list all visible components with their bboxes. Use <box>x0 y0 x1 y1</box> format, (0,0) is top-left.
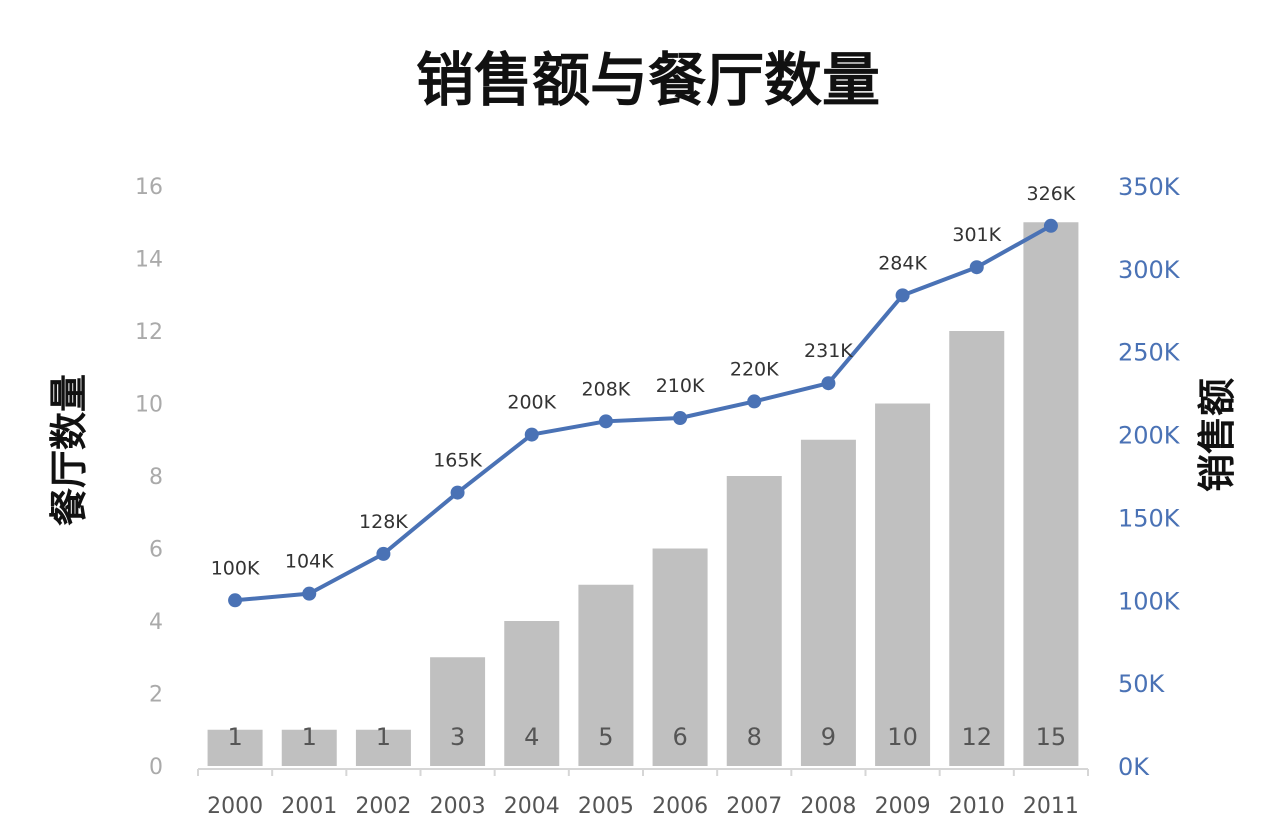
line-value-label: 100K <box>211 557 260 579</box>
y-left-tick-label: 6 <box>149 538 163 563</box>
bar <box>430 657 486 766</box>
bar <box>504 621 560 766</box>
x-tick-label: 2003 <box>430 794 486 819</box>
line-point <box>524 427 539 442</box>
line-value-label: 231K <box>804 340 853 362</box>
y-left-tick-label: 14 <box>135 248 163 273</box>
bar-value-label: 3 <box>450 723 465 751</box>
bar-value-label: 4 <box>524 723 539 751</box>
x-tick-label: 2004 <box>504 794 560 819</box>
line-value-label: 165K <box>433 450 482 472</box>
y-right-tick-label: 200K <box>1118 422 1181 450</box>
y-left-tick-label: 10 <box>135 393 163 418</box>
line-value-label: 200K <box>507 392 556 414</box>
line-series: 100K 104K 128K 165K 200K 208K 210K 220K 231K 284K… <box>211 183 1076 608</box>
line-point <box>969 260 984 275</box>
x-tick-label: 2007 <box>726 794 782 819</box>
sales-line <box>234 224 1052 603</box>
line-value-label: 210K <box>656 375 705 397</box>
bar <box>578 584 634 766</box>
bar-value-label: 10 <box>887 723 918 751</box>
x-axis: 2000 2001 2002 2003 2004 2005 2006 2007 2008 2009… <box>197 768 1089 819</box>
bar <box>949 331 1005 766</box>
line-value-label: 208K <box>582 378 631 400</box>
bar <box>652 548 708 766</box>
line-point <box>673 411 688 425</box>
y-right-tick-label: 150K <box>1118 504 1181 532</box>
line-point <box>228 593 243 608</box>
bar <box>800 439 856 766</box>
y-right-tick-label: 0K <box>1118 753 1150 781</box>
bar <box>875 403 931 766</box>
line-point <box>450 485 465 500</box>
x-tick-label: 2000 <box>207 794 263 819</box>
x-tick-label: 2001 <box>281 794 337 819</box>
bar <box>726 476 782 766</box>
x-tick-label: 2008 <box>800 794 856 819</box>
x-tick-label: 2011 <box>1023 794 1079 819</box>
bar-value-label: 1 <box>227 723 242 751</box>
bar-value-label: 12 <box>961 723 992 751</box>
bar-value-label: 15 <box>1036 723 1067 751</box>
line-point <box>747 394 762 409</box>
line-point <box>895 288 910 303</box>
x-tick-label: 2005 <box>578 794 634 819</box>
y-axis-right-title: 销售额 <box>1195 378 1239 492</box>
y-right-tick-label: 300K <box>1118 256 1181 284</box>
y-right-tick-label: 50K <box>1118 670 1166 698</box>
y-right-tick-label: 100K <box>1118 587 1181 615</box>
y-left-tick-label: 8 <box>149 465 163 490</box>
bar-value-label: 1 <box>302 723 317 751</box>
y-right-tick-label: 250K <box>1118 339 1181 367</box>
line-point <box>302 586 317 601</box>
y-left-tick-label: 0 <box>149 755 163 780</box>
y-left-tick-label: 4 <box>149 610 163 635</box>
line-value-label: 284K <box>878 252 927 274</box>
line-value-label: 104K <box>285 551 334 573</box>
y-left-tick-label: 12 <box>135 320 163 345</box>
y-axis-left-title: 餐厅数量 <box>47 374 91 526</box>
bar <box>355 729 411 766</box>
line-point <box>821 376 836 391</box>
y-right-tick-label: 350K <box>1118 173 1181 201</box>
y-left-tick-label: 16 <box>135 175 163 200</box>
bar-value-label: 5 <box>598 723 613 751</box>
chart-title: 销售额与餐厅数量 <box>416 46 880 114</box>
bar <box>1023 222 1079 766</box>
x-tick-label: 2010 <box>949 794 1005 819</box>
x-tick-label: 2009 <box>875 794 931 819</box>
bar-series: 1 1 1 3 4 5 6 8 9 10 12 15 <box>207 222 1079 766</box>
line-point <box>598 414 613 429</box>
line-value-label: 326K <box>1027 183 1076 205</box>
line-point <box>1043 218 1058 233</box>
line-value-label: 220K <box>730 358 779 380</box>
bar <box>207 729 263 766</box>
bar-value-label: 1 <box>376 723 391 751</box>
x-tick-label: 2006 <box>652 794 708 819</box>
bar-value-label: 9 <box>821 723 836 751</box>
bar-value-label: 8 <box>747 723 762 751</box>
x-tick-label: 2002 <box>355 794 411 819</box>
bar-value-label: 6 <box>672 723 687 751</box>
line-value-label: 128K <box>359 511 408 533</box>
line-point <box>376 546 391 561</box>
y-axis-right-ticks: 0K 50K 100K 150K 200K 250K 300K 350K <box>1118 173 1181 781</box>
y-axis-left-ticks: 0 2 4 6 8 10 12 14 16 <box>135 175 163 780</box>
y-left-tick-label: 2 <box>149 683 163 708</box>
line-value-label: 301K <box>952 224 1001 246</box>
bar <box>281 729 337 766</box>
